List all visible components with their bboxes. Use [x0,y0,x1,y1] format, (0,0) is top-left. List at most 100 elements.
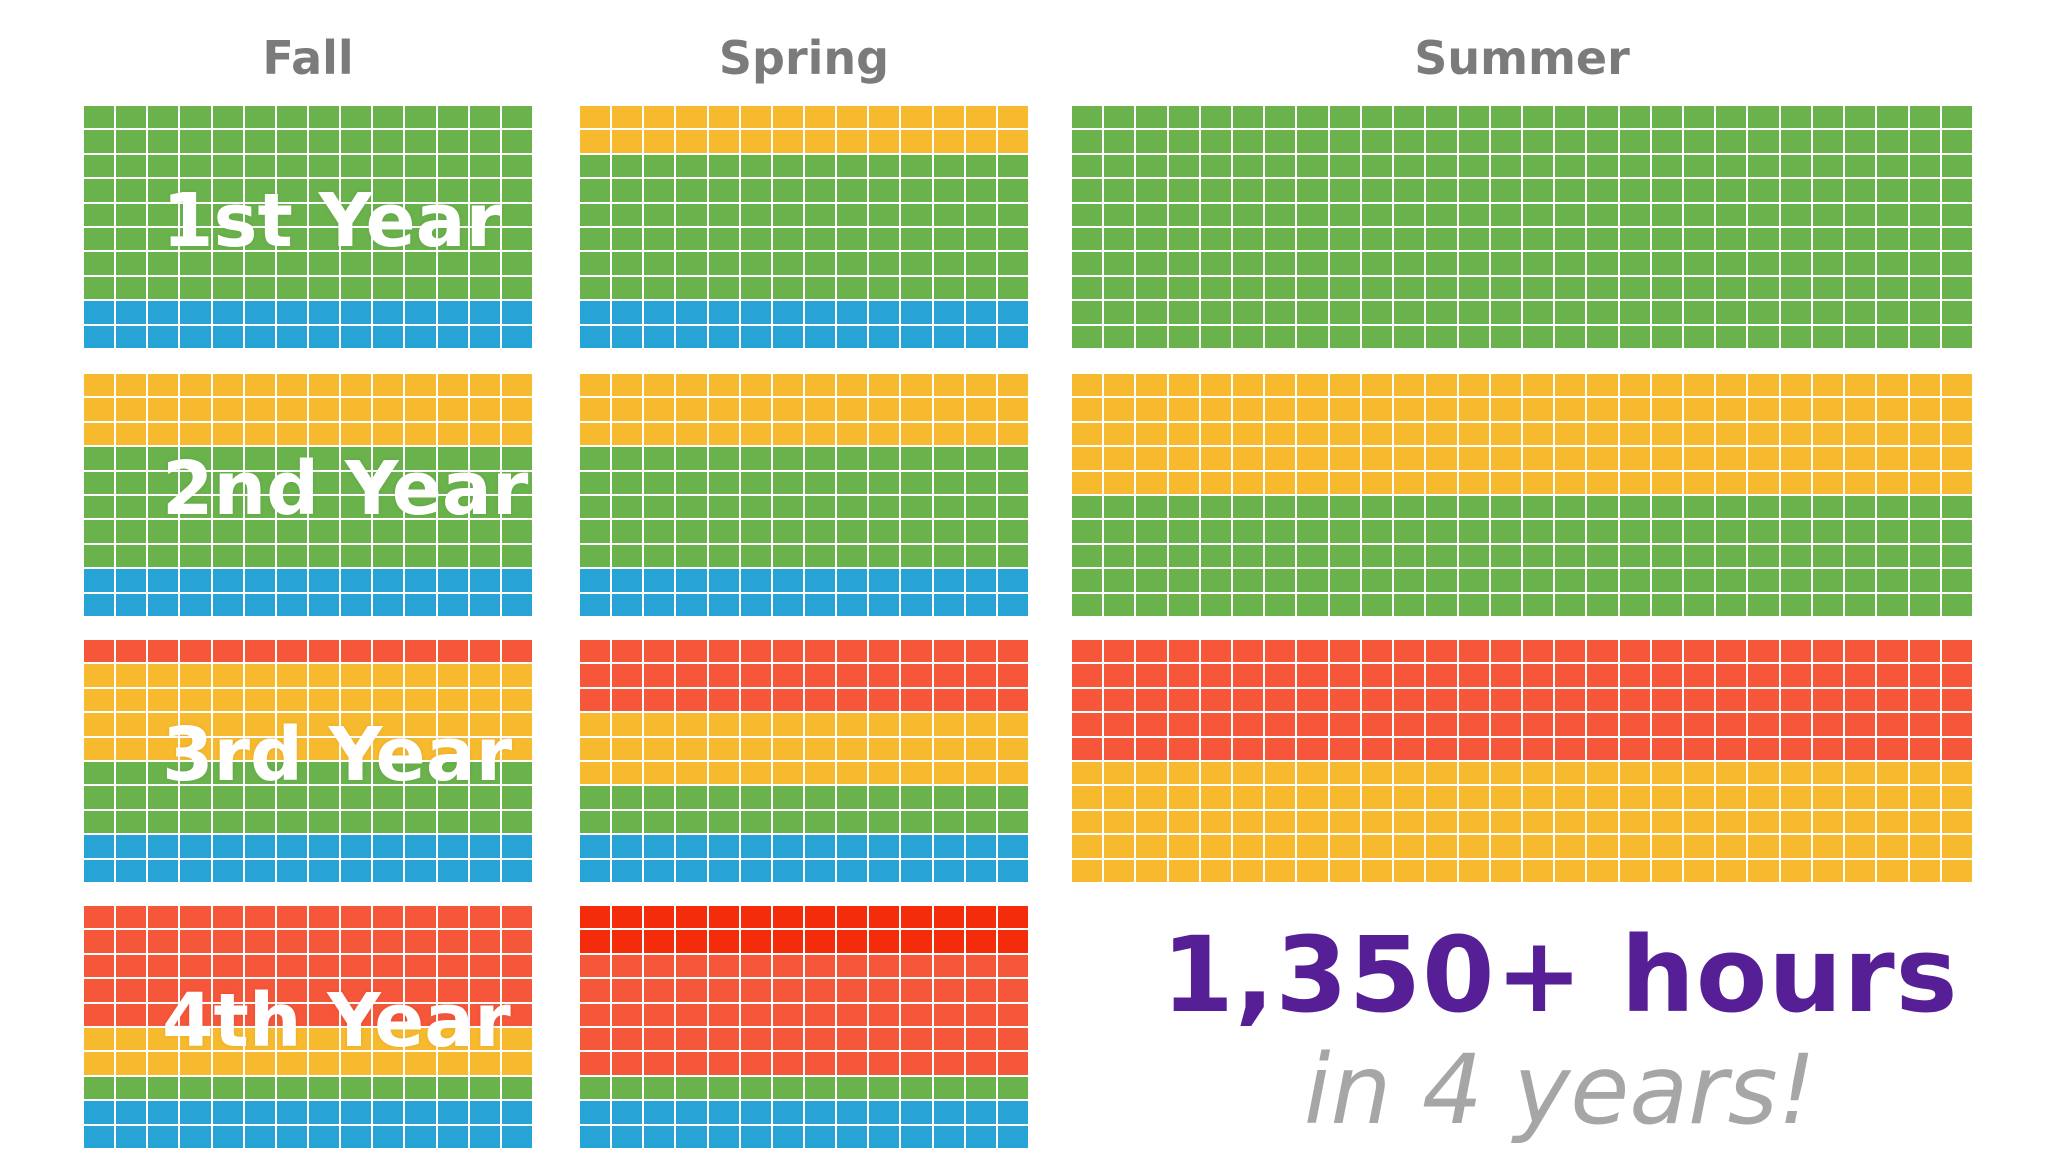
hour-cell [901,761,932,785]
hour-cell [84,203,115,226]
hour-cell [405,398,436,421]
hour-cell [1329,374,1360,397]
hour-cell [1716,227,1747,251]
hour-cell [644,713,675,736]
hour-cell [1555,593,1586,616]
hour-cell [676,593,707,616]
hour-cell [373,544,404,568]
hour-cell [965,1125,996,1148]
hour-cell [1651,761,1683,785]
hour-cell [244,835,275,858]
block-1-summer [1072,106,1972,348]
hour-cell [244,1076,275,1100]
hour-cell [740,930,771,953]
hour-cell [276,1052,307,1075]
hour-cell [341,203,372,226]
hour-cell [772,640,803,663]
hour-cell [1426,713,1457,736]
hour-cell [772,398,803,421]
hour-cell [1104,544,1135,568]
hour-cell [804,154,836,178]
hour-cell [244,374,275,397]
hour-cell [437,1101,468,1124]
hour-cell [708,471,739,494]
hour-cell [244,761,275,785]
hour-cell [740,301,771,324]
hour-cell [373,906,404,929]
hour-cell [997,422,1028,446]
hour-cell [1458,737,1489,760]
hour-cell [180,1101,211,1124]
hour-cell [1394,593,1425,616]
hour-cell [405,1052,436,1075]
hour-cell [341,737,372,760]
hour-cell [244,495,275,519]
hour-cell [1329,203,1360,226]
hour-cell [437,688,468,712]
hour-cell [1555,688,1586,712]
hour-cell [580,325,611,348]
hour-cell [148,1101,179,1124]
hour-cell [772,786,803,809]
hour-cell [612,713,643,736]
hour-cell [276,593,307,616]
hour-cell [1877,447,1908,470]
hour-cell [644,422,675,446]
hour-cell [1941,203,1972,226]
hour-cell [997,859,1028,882]
hour-cell [740,106,771,129]
hour-cell [1684,398,1715,421]
hour-cell [869,227,900,251]
hour-cell [1909,154,1940,178]
hour-cell [772,930,803,953]
hour-cell [212,325,243,348]
hour-cell [469,544,500,568]
hour-cell [804,106,836,129]
hour-cell [373,593,404,616]
hour-cell [1297,447,1328,470]
hour-cell [405,835,436,858]
hour-cell [740,906,771,929]
hour-cell [1265,301,1296,324]
hour-cell [437,786,468,809]
hour-cell [997,786,1028,809]
hour-cell [469,154,500,178]
hour-cell [1845,422,1876,446]
hour-cell [276,398,307,421]
hour-cell [501,859,532,882]
hour-cell [1265,227,1296,251]
hour-cell [341,106,372,129]
hour-cell [1716,471,1747,494]
hour-cell [469,593,500,616]
hour-cell [437,471,468,494]
hour-cell [1394,252,1425,275]
hour-cell [180,593,211,616]
hour-cell [1877,688,1908,712]
hour-cell [1780,593,1811,616]
hour-cell [1200,835,1232,858]
hour-cell [965,835,996,858]
hour-cell [180,520,211,543]
hour-cell [644,737,675,760]
hour-cell [612,593,643,616]
hour-cell [1297,227,1328,251]
hour-cell [644,786,675,809]
hour-cell [1136,179,1167,202]
hour-cell [1233,374,1264,397]
hour-cell [869,954,900,978]
hour-cell [965,930,996,953]
hour-cell [1490,859,1521,882]
hour-cell [997,227,1028,251]
hour-cell [997,1076,1028,1100]
hour-cell [116,1125,147,1148]
hour-cell [1490,737,1521,760]
hour-cell [772,227,803,251]
hour-cell [1522,495,1554,519]
hour-cell [933,640,964,663]
hour-cell [1684,544,1715,568]
hour-cell [341,398,372,421]
hour-cell [869,593,900,616]
hour-cell [901,154,932,178]
hour-cell [612,252,643,275]
hour-cell [1200,737,1232,760]
